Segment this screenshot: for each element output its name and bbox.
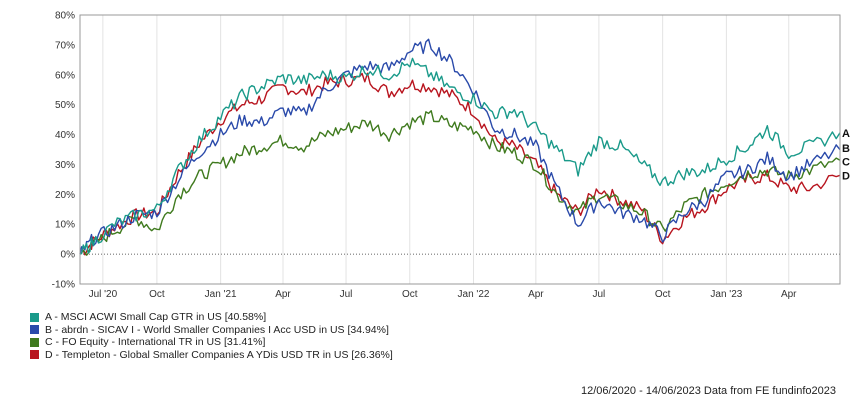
series-line-a — [79, 57, 841, 255]
y-tick-label: -10% — [52, 280, 75, 291]
x-tick-label: Oct — [402, 289, 418, 300]
legend-label-d: D - Templeton - Global Smaller Companies… — [45, 348, 393, 361]
legend-label-a: A - MSCI ACWI Small Cap GTR in US [40.58… — [45, 311, 267, 323]
legend-swatch-a — [30, 312, 39, 322]
series-end-label-b: B — [842, 143, 850, 155]
legend-swatch-c — [30, 337, 39, 347]
legend-item-d: D - Templeton - Global Smaller Companies… — [30, 349, 393, 362]
x-tick-label: Apr — [528, 289, 544, 300]
y-tick-label: 10% — [55, 220, 75, 231]
y-axis-tick-labels: -10% 0% 10% 20% 30% 40% 50% 60% 70% 80% — [52, 11, 75, 291]
series-end-label-c: C — [842, 156, 850, 168]
line-chart: -10% 0% 10% 20% 30% 40% 50% 60% 70% 80% Jul '20 Oc… — [52, 11, 850, 301]
x-tick-label: Jul — [593, 289, 606, 300]
series-lines — [79, 38, 841, 256]
legend-swatch-d — [30, 350, 39, 360]
legend-item-b: B - abrdn - SICAV I - World Smaller Comp… — [30, 324, 393, 337]
x-tick-label: Jul '20 — [89, 289, 118, 300]
series-end-label-d: D — [842, 170, 850, 182]
x-tick-label: Jul — [340, 289, 353, 300]
x-tick-label: Oct — [655, 289, 671, 300]
y-tick-label: 20% — [55, 190, 75, 201]
data-source-footer: 12/06/2020 - 14/06/2023 Data from FE fun… — [580, 385, 836, 397]
y-tick-label: 50% — [55, 100, 75, 111]
series-end-label-a: A — [842, 128, 850, 140]
legend-item-c: C - FO Equity - International TR in US [… — [30, 336, 393, 349]
y-tick-label: 30% — [55, 160, 75, 171]
x-tick-label: Oct — [149, 289, 165, 300]
legend: A - MSCI ACWI Small Cap GTR in US [40.58… — [30, 311, 393, 361]
legend-label-c: C - FO Equity - International TR in US [… — [45, 336, 266, 348]
y-tick-label: 80% — [55, 11, 75, 22]
plot-frame — [79, 14, 841, 285]
series-line-d — [79, 72, 841, 256]
x-tick-label: Apr — [781, 289, 797, 300]
x-tick-label: Jan '22 — [458, 289, 490, 300]
series-line-c — [79, 110, 841, 256]
y-tick-label: 0% — [61, 250, 76, 261]
gridlines — [80, 15, 840, 284]
legend-label-b: B - abrdn - SICAV I - World Smaller Comp… — [45, 323, 389, 336]
y-tick-label: 40% — [55, 130, 75, 141]
y-tick-label: 60% — [55, 70, 75, 81]
x-tick-label: Jan '23 — [710, 289, 742, 300]
y-tick-label: 70% — [55, 40, 75, 51]
series-line-b — [79, 38, 841, 255]
x-axis-tick-labels: Jul '20 Oct Jan '21 Apr Jul Oct Jan '22 Apr Jul O… — [89, 289, 798, 300]
legend-item-a: A - MSCI ACWI Small Cap GTR in US [40.58… — [30, 311, 393, 324]
legend-swatch-b — [30, 325, 39, 335]
x-tick-label: Apr — [275, 289, 291, 300]
x-tick-label: Jan '21 — [205, 289, 237, 300]
